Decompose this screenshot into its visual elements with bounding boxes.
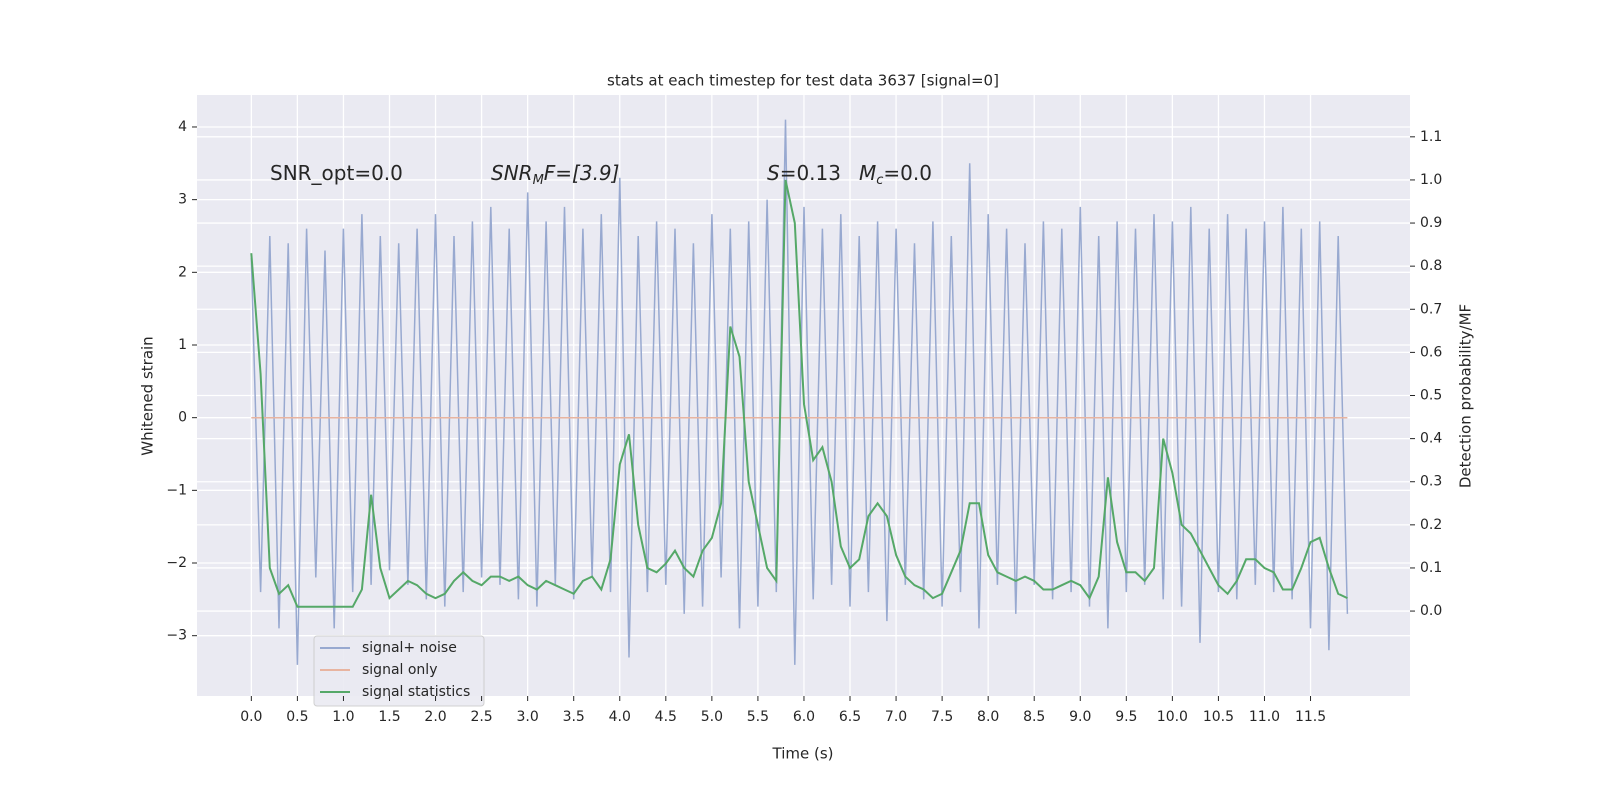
x-tick-label: 9.0 [1069,709,1091,725]
y2-tick-label: 0.3 [1420,474,1442,490]
x-tick-label: 3.0 [517,709,539,725]
annotation: SNRMF=[3.9] [491,161,619,188]
marks [250,119,1349,665]
annotation-part: SNR [491,161,533,185]
x-tick-label: 1.5 [378,709,400,725]
y2-tick-label: 0.8 [1420,258,1442,274]
x-tick-label: 2.5 [470,709,492,725]
x-tick-label: 1.0 [332,709,354,725]
y2-axis-label: Detection probability/MF [1457,304,1475,488]
y2-tick-label: 0.7 [1420,301,1442,317]
annotation-part: S [767,161,780,185]
legend-label: signal statistics [362,684,470,700]
legend-label: signal only [362,662,437,678]
y-axis-label: Whitened strain [139,336,157,455]
y2-tick-label: 0.5 [1420,388,1442,404]
x-tick-label: 6.0 [793,709,815,725]
y-tick-label: 4 [178,119,187,135]
y2-tick-label: 1.0 [1420,172,1442,188]
x-tick-label: 8.0 [977,709,999,725]
chart-title: stats at each timestep for test data 363… [607,72,999,90]
x-tick-label: 5.5 [747,709,769,725]
x-tick-label: 0.0 [240,709,262,725]
y-tick-label: −3 [166,628,187,644]
annotation: Mc=0.0 [859,161,932,188]
x-tick-label: 3.5 [563,709,585,725]
y-tick-label: 2 [178,264,187,280]
y2-tick-label: 0.4 [1420,431,1442,447]
y-tick-label: 0 [178,410,187,426]
annotation: SNR_opt=0.0 [270,161,403,185]
annotation: S=0.13 [767,161,841,185]
annotation-part: F=[3.9] [544,161,620,185]
y2-tick-label: 0.6 [1420,344,1442,360]
annotation-part: M [859,161,876,185]
x-tick-label: 8.5 [1023,709,1045,725]
x-tick-label: 4.5 [655,709,677,725]
annotation-part: M [533,173,544,188]
annotation-part: =0.13 [780,161,841,185]
x-tick-label: 2.0 [424,709,446,725]
x-tick-label: 0.5 [286,709,308,725]
x-tick-label: 4.0 [609,709,631,725]
y2-tick-label: 0.2 [1420,517,1442,533]
y-tick-label: −1 [166,482,187,498]
legend-label: signal+ noise [362,640,457,656]
x-tick-label: 7.5 [931,709,953,725]
y-tick-label: 3 [178,192,187,208]
legend-box [313,635,485,707]
y2-tick-label: 1.1 [1420,129,1442,145]
x-tick-label: 6.5 [839,709,861,725]
y2-tick-label: 0.9 [1420,215,1442,231]
annotation-part: c [876,173,883,188]
legend: signal+ noise signal only signal statistic… [313,635,485,707]
annotation-part: =0.0 [883,161,932,185]
x-tick-label: 10.0 [1157,709,1188,725]
x-tick-label: 9.5 [1115,709,1137,725]
y-tick-label: 1 [178,337,187,353]
y2-tick-label: 0.0 [1420,603,1442,619]
x-tick-label: 7.0 [885,709,907,725]
x-tick-label: 11.5 [1295,709,1326,725]
series-line [250,179,1348,608]
x-tick-label: 11.0 [1249,709,1280,725]
y2-tick-label: 0.1 [1420,560,1442,576]
x-tick-label: 5.0 [701,709,723,725]
x-axis-label: Time (s) [772,745,834,763]
series-line [250,119,1349,665]
x-tick-label: 10.5 [1203,709,1234,725]
y-tick-label: −2 [166,555,187,571]
